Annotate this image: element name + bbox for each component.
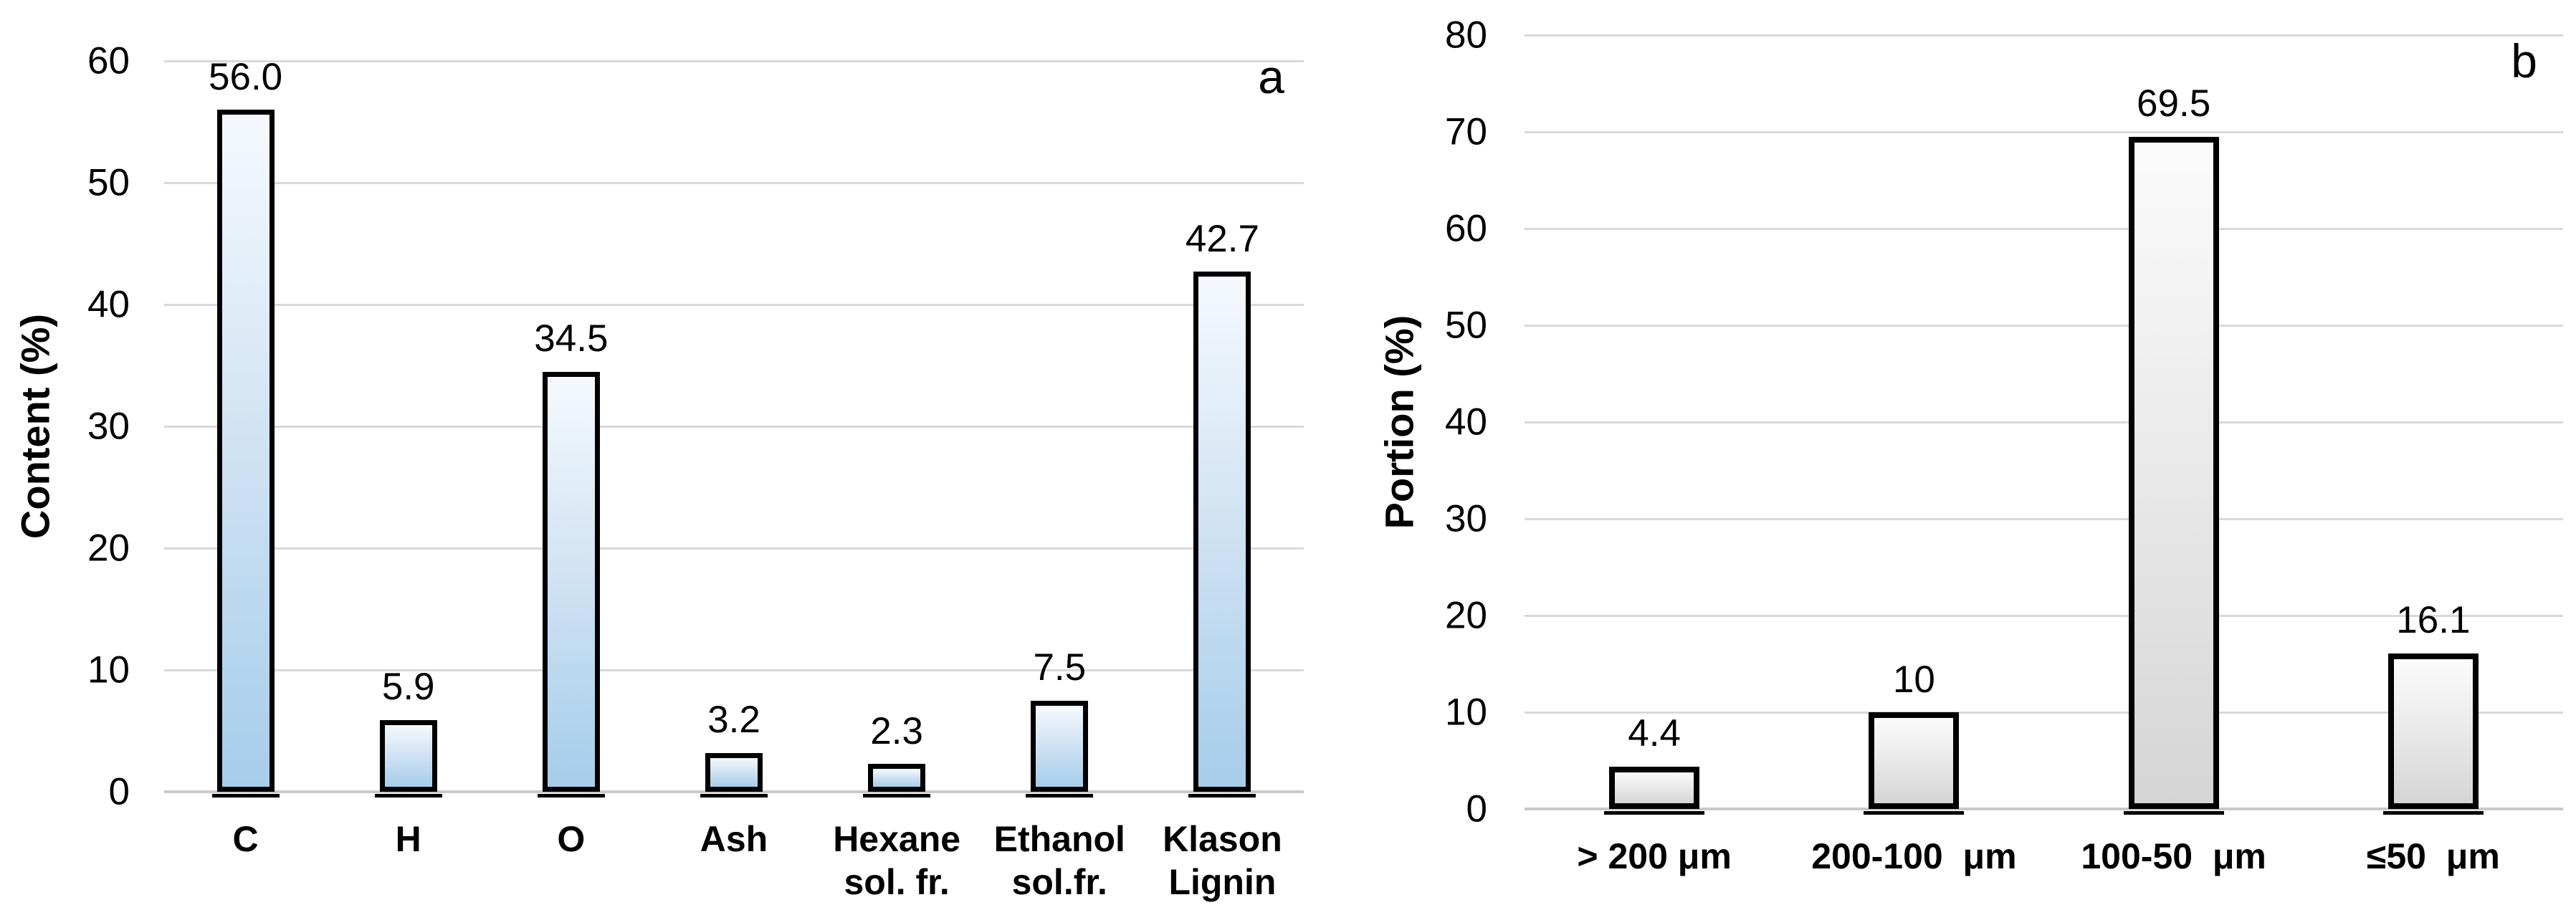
panel-label: a [1258, 50, 1284, 103]
y-axis-title: Content (%) [12, 313, 58, 540]
y-tick-label: 10 [87, 648, 130, 691]
bar [1193, 272, 1251, 792]
y-tick-label: 50 [87, 161, 130, 204]
bar [1031, 700, 1089, 792]
category-label: Ethanol sol.fr. [993, 819, 1125, 902]
category-label: ≤50 μm [2366, 836, 2500, 876]
bar-shadow [1026, 794, 1094, 798]
gridline [1525, 614, 2563, 617]
category-label: O [557, 819, 586, 859]
bar [379, 719, 437, 792]
value-label: 3.2 [707, 699, 760, 742]
gridline [164, 547, 1304, 550]
bar [216, 110, 275, 792]
gridline [1525, 711, 2563, 714]
y-tick-label: 80 [1445, 14, 1487, 57]
y-tick-label: 0 [1466, 787, 1487, 830]
gridline [164, 59, 1304, 62]
bar-shadow [374, 794, 442, 798]
gridline [164, 303, 1304, 306]
x-axis-line [1525, 808, 2563, 810]
category-label: Ash [700, 819, 768, 859]
plot-area: 0 10 20 30 40 50 60 56.0 C 5.9 H 34.5 O 3.2 Ash 2.3 Hexa… [87, 42, 1304, 902]
plot-area: 0 10 20 30 40 50 60 70 80 4.4 > 200 μm 10 200-100 μm… [1445, 16, 2563, 876]
gridline [1525, 324, 2563, 327]
value-label: 56.0 [209, 55, 283, 98]
gridline [164, 669, 1304, 671]
bar-shadow [863, 794, 931, 798]
y-axis-title: Portion (%) [1376, 315, 1422, 530]
value-label: 5.9 [381, 666, 435, 709]
bar-shadow [700, 794, 768, 798]
y-tick-label: 30 [87, 405, 130, 448]
y-tick-label: 60 [87, 39, 130, 82]
y-tick-label: 10 [1445, 691, 1487, 734]
gridline [1525, 421, 2563, 423]
y-tick-label: 40 [1445, 401, 1487, 444]
category-label: Hexane sol. fr. [833, 819, 961, 902]
gridline [1525, 130, 2563, 133]
gridline [164, 181, 1304, 184]
value-label: 42.7 [1185, 217, 1259, 260]
x-axis-line [164, 790, 1304, 793]
bar-shadow [2123, 811, 2224, 815]
bar-shadow [537, 794, 605, 798]
bar-shadow [1604, 811, 1705, 815]
bar [2387, 653, 2479, 809]
bar-shadow [211, 794, 280, 798]
y-tick-label: 20 [1445, 594, 1487, 637]
category-label: H [395, 819, 421, 859]
panel-label: b [2511, 34, 2537, 87]
bar-shadow [2382, 811, 2484, 815]
y-tick-label: 30 [1445, 497, 1487, 540]
gridline [1525, 517, 2563, 520]
value-label: 10 [1892, 658, 1935, 701]
bar [1869, 712, 1960, 809]
bar-shadow [1188, 794, 1256, 798]
y-tick-label: 40 [87, 283, 130, 326]
value-label: 34.5 [534, 317, 609, 360]
gridline [1525, 227, 2563, 230]
bar [542, 371, 600, 792]
category-label: C [232, 819, 259, 859]
category-label: 100-50 μm [2081, 836, 2266, 876]
value-label: 4.4 [1628, 712, 1681, 755]
gridline [1525, 34, 2563, 37]
y-tick-label: 20 [87, 527, 130, 570]
y-tick-label: 0 [108, 770, 130, 813]
category-label: 200-100 μm [1811, 836, 2017, 876]
bar [868, 763, 926, 792]
y-tick-label: 60 [1445, 207, 1487, 250]
gridline [164, 425, 1304, 428]
value-label: 2.3 [870, 709, 923, 752]
bar [2128, 136, 2219, 809]
value-label: 69.5 [2137, 82, 2211, 125]
bar [705, 752, 763, 792]
y-tick-label: 70 [1445, 110, 1487, 153]
y-tick-label: 50 [1445, 304, 1487, 347]
bar [1609, 766, 1700, 809]
category-label: Klason Lignin [1163, 819, 1282, 902]
value-label: 7.5 [1033, 646, 1087, 689]
category-label: > 200 μm [1577, 836, 1732, 876]
value-label: 16.1 [2396, 599, 2471, 642]
bar-shadow [1864, 811, 1965, 815]
